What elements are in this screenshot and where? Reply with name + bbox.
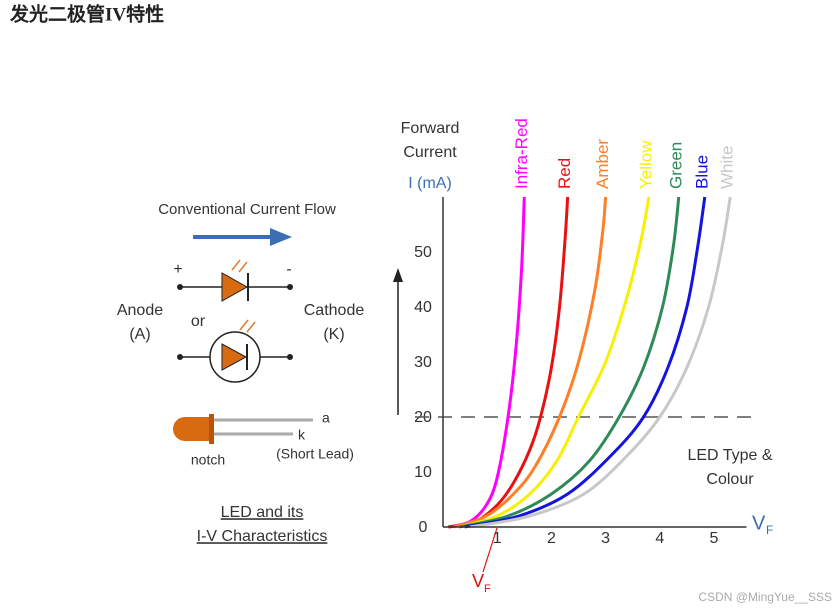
series-label: White: [718, 146, 737, 189]
terminal: [177, 284, 183, 290]
x-tick-label: 1: [493, 530, 502, 547]
y-tick-label: 10: [414, 464, 432, 481]
y-unit: I (mA): [408, 175, 452, 192]
series-line: [453, 196, 608, 529]
y-label: Current: [403, 144, 457, 161]
up-arrow-head: [393, 268, 403, 282]
vf-annotation: V: [472, 571, 484, 591]
x-label-sub: F: [766, 523, 773, 537]
series-line: [469, 196, 732, 529]
anode-abbr: (A): [129, 326, 150, 343]
watermark: CSDN @MingYue__SSS: [698, 590, 832, 604]
notch: notch: [191, 452, 225, 468]
minus: -: [286, 261, 291, 278]
terminal: [177, 354, 183, 360]
lead-a: a: [322, 410, 330, 426]
series-label: Infra-Red: [512, 118, 531, 189]
series-label: Green: [666, 142, 685, 189]
legend-title: Colour: [706, 471, 754, 488]
x-tick-label: 4: [655, 530, 664, 547]
x-tick-label: 5: [710, 530, 719, 547]
cathode: Cathode: [304, 302, 365, 319]
vf-annotation-sub: F: [484, 583, 491, 595]
legend-title: LED Type &: [687, 447, 772, 464]
series-label: Red: [555, 158, 574, 189]
lead-k: k: [298, 427, 306, 443]
light-ray: [246, 321, 256, 333]
caption: I-V Characteristics: [197, 528, 328, 545]
series-label: Blue: [692, 155, 711, 189]
led-body: [173, 417, 214, 441]
x-tick-label: 2: [547, 530, 556, 547]
short-lead: (Short Lead): [276, 446, 354, 462]
series-line: [458, 196, 651, 529]
y-tick-label: 30: [414, 354, 432, 371]
series-line: [464, 196, 707, 529]
y-tick-label: 50: [414, 244, 432, 261]
anode: Anode: [117, 302, 163, 319]
x-tick-label: 3: [601, 530, 610, 547]
flow-arrow-head: [270, 228, 292, 246]
x-label: V: [752, 512, 766, 534]
series-line: [448, 196, 526, 529]
plus: +: [173, 261, 182, 278]
y-tick-label: 0: [419, 519, 428, 536]
cathode-abbr: (K): [323, 326, 344, 343]
light-ray: [238, 261, 248, 273]
page-title: 发光二极管IV特性: [9, 2, 164, 25]
terminal: [287, 284, 293, 290]
vf-pointer: [482, 527, 498, 573]
diode-symbol: [221, 272, 249, 302]
terminal: [287, 354, 293, 360]
series-label: Yellow: [636, 140, 655, 189]
flow-label: Conventional Current Flow: [158, 201, 336, 218]
light-ray: [239, 319, 249, 331]
led-rim: [209, 414, 214, 444]
light-ray: [231, 259, 241, 271]
diode-symbol: [221, 343, 248, 371]
or: or: [191, 313, 206, 330]
series-label: Amber: [593, 139, 612, 189]
series-line: [458, 196, 681, 529]
series-line: [448, 196, 570, 529]
caption: LED and its: [221, 504, 304, 521]
y-tick-label: 40: [414, 299, 432, 316]
y-label: Forward: [401, 120, 460, 137]
